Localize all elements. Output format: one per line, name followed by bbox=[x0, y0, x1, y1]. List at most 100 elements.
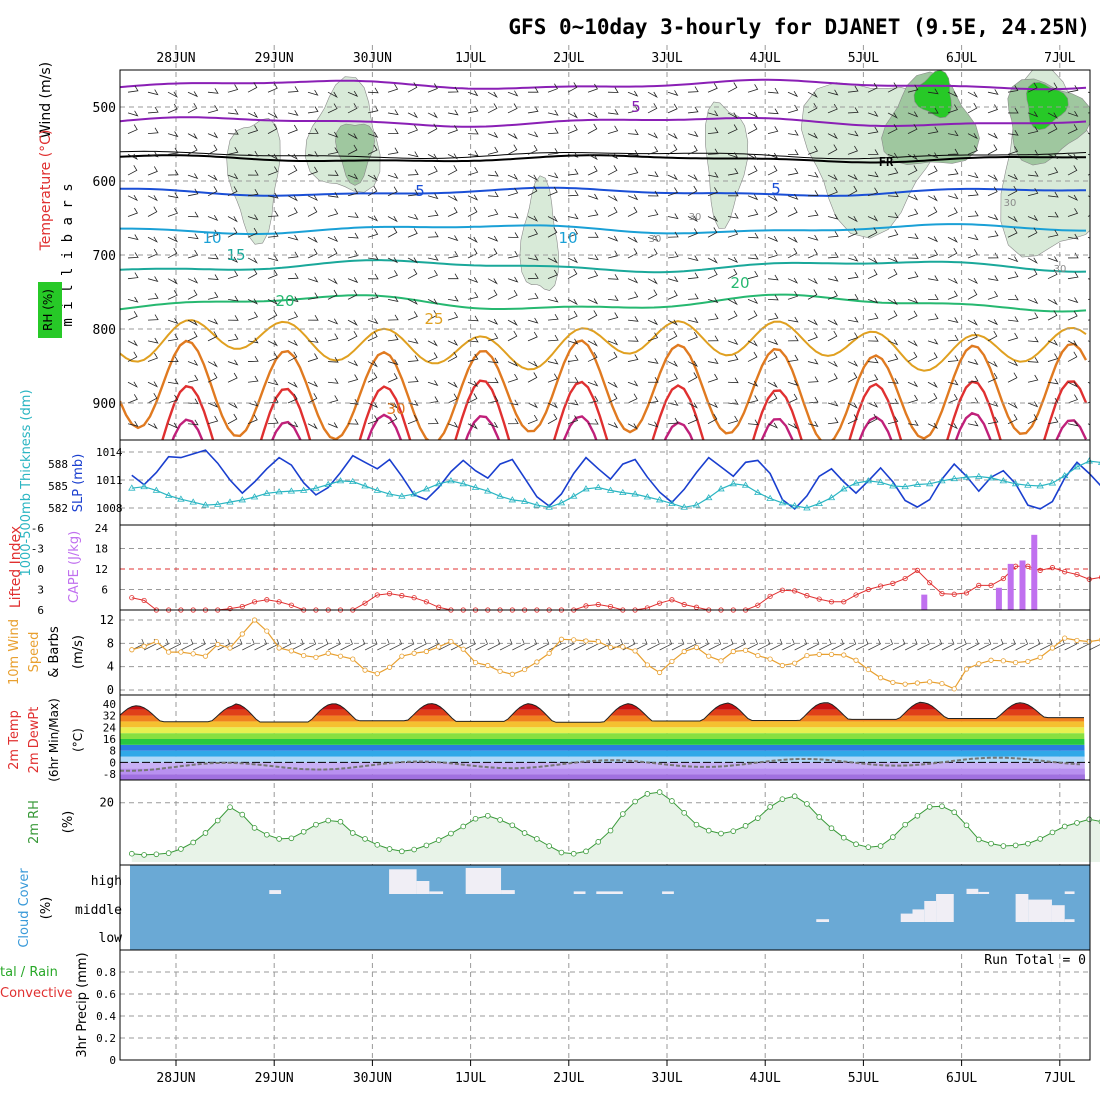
wind-barb bbox=[807, 332, 818, 342]
cloud-block bbox=[596, 891, 623, 894]
wind-barb bbox=[487, 357, 499, 364]
wind-barb bbox=[967, 375, 979, 383]
rh-point bbox=[472, 815, 479, 822]
cloud-level-label: low bbox=[99, 931, 123, 946]
wind-barb bbox=[707, 127, 719, 135]
lifted-index-point bbox=[583, 603, 589, 609]
cloud-block bbox=[573, 891, 586, 894]
wind-barb bbox=[787, 129, 799, 136]
wind-barb bbox=[347, 289, 358, 300]
wind-barb bbox=[607, 312, 619, 321]
wind-barb bbox=[707, 313, 719, 321]
wind-barb bbox=[607, 393, 618, 404]
wind-barb bbox=[507, 187, 519, 197]
wind-barb bbox=[707, 373, 719, 383]
wind-barb bbox=[547, 186, 558, 197]
wind-barb bbox=[327, 422, 339, 429]
wind-speed-point bbox=[890, 679, 896, 686]
wind-barb bbox=[187, 188, 199, 197]
temp-contour-25 bbox=[120, 319, 1087, 372]
wind-barb bbox=[727, 228, 739, 238]
wind-barb bbox=[587, 351, 598, 362]
lifted-index-point bbox=[239, 603, 245, 610]
thickness-point bbox=[987, 474, 995, 481]
temp-tick-label: 16 bbox=[103, 733, 116, 746]
wind-barb bbox=[747, 380, 759, 387]
wind-barb bbox=[807, 289, 818, 300]
temp-contour-label: 15 bbox=[226, 246, 245, 264]
wind-barb bbox=[647, 396, 659, 404]
wind-barb bbox=[287, 207, 298, 217]
wind-barb bbox=[807, 145, 818, 155]
wind-barb bbox=[647, 171, 659, 178]
wind-barb bbox=[367, 415, 379, 425]
surface-wind-barb bbox=[364, 638, 378, 651]
wind-barb bbox=[967, 102, 978, 114]
wind-barb bbox=[327, 103, 338, 114]
thickness-point bbox=[263, 489, 271, 496]
wind-barb bbox=[507, 90, 519, 97]
wind-barb bbox=[127, 381, 138, 388]
thickness-point bbox=[189, 498, 197, 505]
rh-point bbox=[705, 827, 712, 834]
thickness-point bbox=[705, 493, 713, 501]
wind-barb bbox=[867, 401, 879, 408]
wind-speed-point bbox=[706, 653, 712, 659]
wind-barb bbox=[347, 232, 359, 239]
surface-wind-barb bbox=[291, 638, 304, 651]
wind-barb bbox=[947, 193, 959, 200]
wind-barb bbox=[1067, 420, 1079, 427]
wind-barb bbox=[187, 419, 199, 426]
rh-point bbox=[890, 834, 896, 840]
pressure-tick-label: 900 bbox=[93, 397, 116, 412]
wind-barb bbox=[387, 334, 399, 342]
wind-barb bbox=[747, 111, 759, 118]
rh-point bbox=[656, 789, 663, 795]
wind-barb bbox=[1007, 294, 1019, 301]
pressure-axis-label: m i l l i b a r s bbox=[60, 183, 76, 326]
thickness-point bbox=[1073, 463, 1081, 470]
wind-barb bbox=[667, 330, 678, 342]
wind-barb bbox=[867, 257, 878, 264]
surface-wind-barb bbox=[990, 638, 1004, 651]
wind-barb bbox=[447, 273, 459, 280]
cloud-block bbox=[501, 890, 515, 894]
temp-band bbox=[120, 750, 1085, 757]
wind-barb bbox=[767, 206, 778, 217]
wind-barb bbox=[907, 153, 918, 161]
wind-speed-point bbox=[251, 617, 258, 623]
wind-barb bbox=[127, 351, 138, 362]
wind-barb bbox=[787, 277, 799, 284]
wind-barb bbox=[347, 173, 359, 180]
surface-wind-barb bbox=[180, 638, 194, 651]
wind-barb bbox=[1007, 129, 1019, 136]
lifted-index-point bbox=[927, 580, 933, 586]
wind-barb bbox=[547, 172, 559, 179]
wind-barb bbox=[907, 394, 919, 404]
surface-wind-barb bbox=[524, 638, 538, 651]
wind-barb bbox=[547, 296, 559, 303]
wind-barb bbox=[807, 421, 819, 427]
wind-barb bbox=[627, 90, 639, 97]
wind-tick-label: 8 bbox=[107, 636, 114, 650]
wind-barb bbox=[887, 339, 899, 346]
lifted-index-point bbox=[423, 599, 430, 605]
wind-barb bbox=[807, 358, 819, 365]
surface-wind-barb bbox=[671, 638, 685, 651]
thickness-point bbox=[729, 480, 737, 487]
wind-barb bbox=[627, 354, 639, 362]
wind-barb bbox=[907, 297, 919, 304]
rh-point bbox=[902, 821, 908, 828]
wind-barb bbox=[927, 88, 939, 95]
wind-barb bbox=[707, 171, 719, 178]
wind-barb bbox=[667, 276, 679, 283]
wind-barb bbox=[1027, 227, 1038, 238]
precip-axis-label: 3hr Precip (mm) bbox=[75, 952, 90, 1057]
thickness-point bbox=[570, 492, 578, 499]
wind-barb bbox=[187, 102, 198, 114]
wind-barb bbox=[327, 289, 338, 300]
wind-barb bbox=[867, 335, 879, 342]
wind-barb bbox=[987, 252, 999, 259]
wind-barb bbox=[687, 360, 699, 367]
